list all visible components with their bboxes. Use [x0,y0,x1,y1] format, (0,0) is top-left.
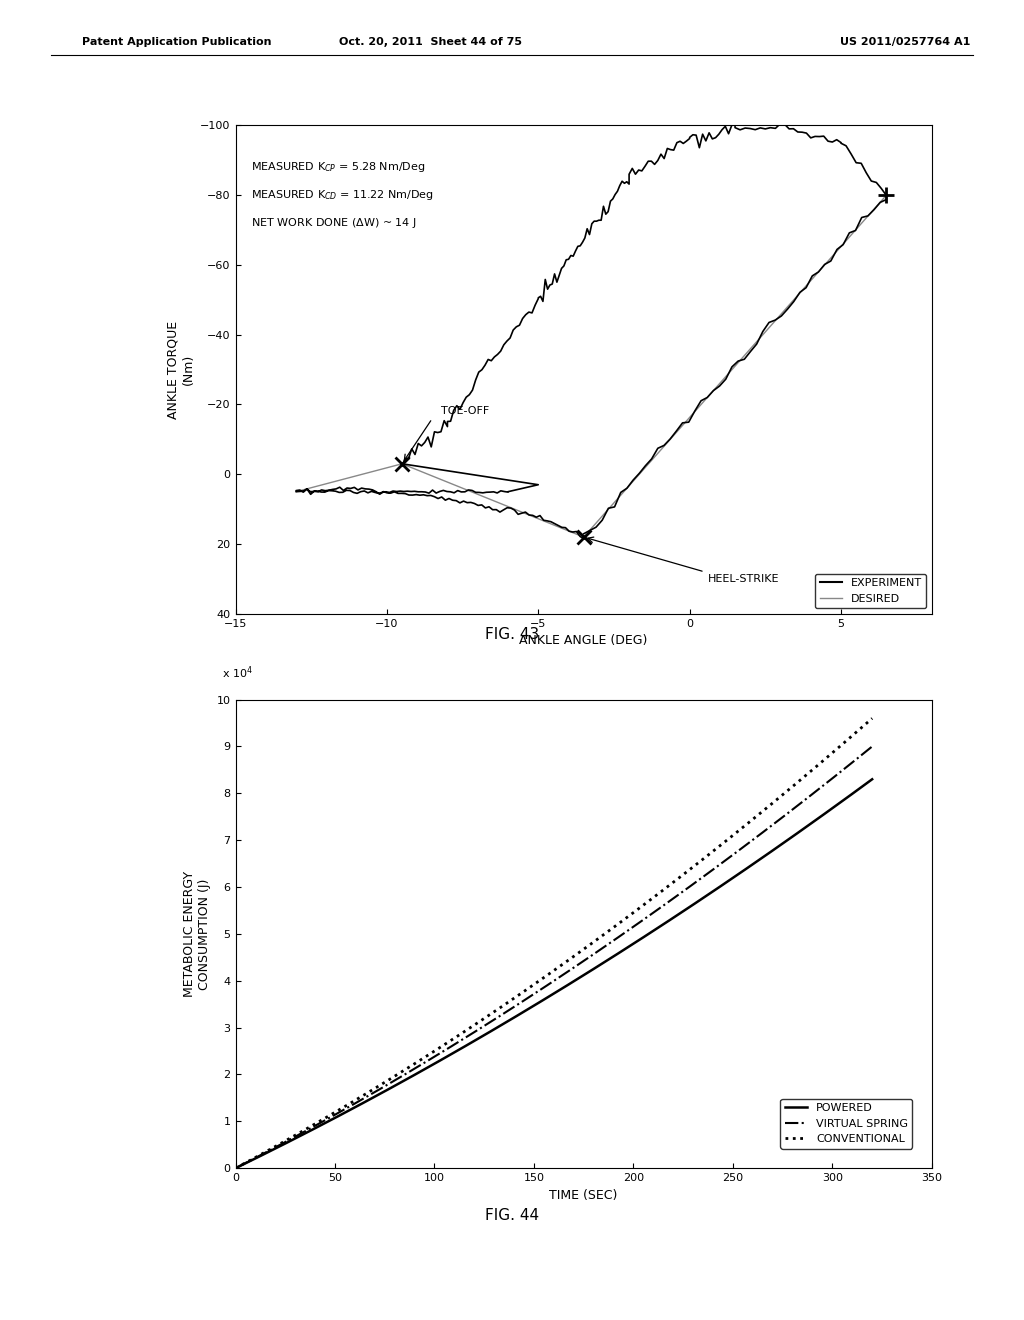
Y-axis label: METABOLIC ENERGY
CONSUMPTION (J): METABOLIC ENERGY CONSUMPTION (J) [183,871,211,997]
CONVENTIONAL [630,903,642,919]
Line: DESIRED: DESIRED [296,195,887,537]
Text: Patent Application Publication: Patent Application Publication [82,37,271,48]
POWERED [866,771,879,787]
EXPERIMENT [774,116,786,132]
POWERED [306,1122,318,1138]
VIRTUAL SPRING [630,917,642,933]
Y-axis label: ANKLE TORQUE
(Nm): ANKLE TORQUE (Nm) [167,321,195,418]
DESIRED [881,187,893,203]
CONVENTIONAL [229,1160,242,1176]
EXPERIMENT [495,471,507,487]
Text: FIG. 44: FIG. 44 [485,1208,539,1222]
VIRTUAL SPRING [229,1160,242,1176]
Text: Oct. 20, 2011  Sheet 44 of 75: Oct. 20, 2011 Sheet 44 of 75 [339,37,521,48]
EXPERIMENT [545,513,557,529]
X-axis label: ANKLE ANGLE (DEG): ANKLE ANGLE (DEG) [519,634,648,647]
VIRTUAL SPRING [866,739,879,755]
Text: MEASURED K$_{CD}$ = 11.22 Nm/Deg: MEASURED K$_{CD}$ = 11.22 Nm/Deg [251,189,433,202]
POWERED [689,895,701,911]
Text: MEASURED K$_{CP}$ = 5.28 Nm/Deg: MEASURED K$_{CP}$ = 5.28 Nm/Deg [251,160,425,174]
Line: VIRTUAL SPRING: VIRTUAL SPRING [236,747,872,1168]
EXPERIMENT [466,383,478,399]
EXPERIMENT [454,495,466,511]
DESIRED [290,483,302,499]
POWERED [481,1026,494,1041]
EXPERIMENT [578,525,590,541]
Legend: POWERED, VIRTUAL SPRING, CONVENTIONAL: POWERED, VIRTUAL SPRING, CONVENTIONAL [780,1098,912,1148]
POWERED [437,1051,450,1067]
POWERED [630,935,642,950]
VIRTUAL SPRING [481,1016,494,1032]
POWERED [692,894,705,909]
Text: x 10$^4$: x 10$^4$ [221,664,253,681]
POWERED [229,1160,242,1176]
Line: EXPERIMENT: EXPERIMENT [296,124,887,539]
VIRTUAL SPRING [306,1119,318,1135]
CONVENTIONAL [481,1008,494,1024]
DESIRED [396,455,409,471]
CONVENTIONAL [866,710,879,726]
CONVENTIONAL [689,858,701,874]
CONVENTIONAL [437,1038,450,1053]
Legend: EXPERIMENT, DESIRED: EXPERIMENT, DESIRED [815,574,927,609]
Line: POWERED: POWERED [236,779,872,1168]
CONVENTIONAL [306,1118,318,1134]
CONVENTIONAL [692,855,705,871]
VIRTUAL SPRING [692,873,705,888]
EXPERIMENT [630,166,642,182]
DESIRED [578,529,590,545]
VIRTUAL SPRING [437,1044,450,1060]
Text: US 2011/0257764 A1: US 2011/0257764 A1 [840,37,970,48]
VIRTUAL SPRING [689,875,701,891]
EXPERIMENT [578,531,590,546]
X-axis label: TIME (SEC): TIME (SEC) [550,1188,617,1201]
Text: FIG. 43: FIG. 43 [485,627,539,642]
Text: NET WORK DONE ($\Delta$W) ~ 14 J: NET WORK DONE ($\Delta$W) ~ 14 J [251,216,417,230]
Text: HEEL-STRIKE: HEEL-STRIKE [708,574,779,583]
Line: CONVENTIONAL: CONVENTIONAL [236,718,872,1168]
EXPERIMENT [602,203,614,219]
Text: TOE-OFF: TOE-OFF [441,407,489,417]
